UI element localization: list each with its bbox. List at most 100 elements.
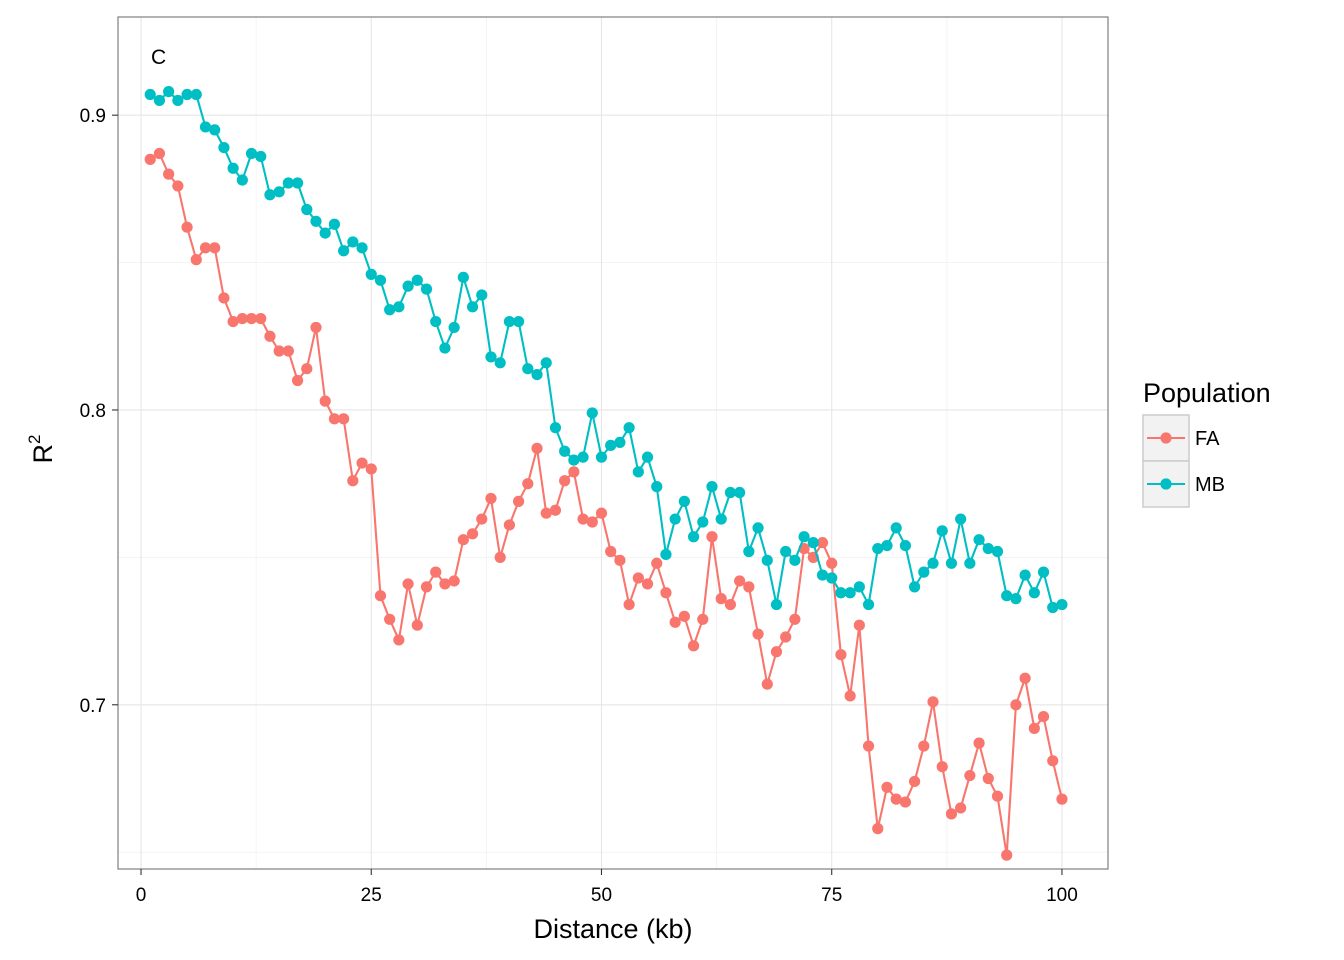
data-point-fa [964,769,976,782]
data-point-fa [1047,755,1059,767]
data-point-fa [513,495,525,507]
data-point-fa [402,578,414,590]
data-point-mb [973,534,985,546]
data-point-fa [945,808,958,820]
data-point-fa [743,581,755,593]
legend-label: MB [1195,474,1225,496]
data-point-fa [485,492,497,505]
data-point-mb [678,495,690,507]
data-point-mb [338,245,350,257]
legend-title: Population [1143,378,1271,408]
data-point-fa [374,590,387,602]
data-point-mb [356,242,368,254]
data-point-mb [853,581,865,593]
data-point-mb [1037,566,1050,578]
data-point-mb [1047,601,1059,614]
data-point-mb [687,531,700,543]
data-point-mb [531,369,543,381]
x-tick-label: 0 [136,885,147,906]
data-point-fa [862,740,875,752]
data-point-mb [301,203,313,216]
data-point-fa [559,475,571,487]
data-point-fa [632,572,644,584]
data-point-mb [513,315,525,328]
data-point-fa [457,534,469,546]
data-point-fa [199,242,212,254]
y-axis-title-base: R [28,444,58,464]
data-point-mb [328,218,341,230]
data-point-mb [227,162,239,174]
data-point-mb [255,150,267,163]
data-point-mb [595,451,608,463]
data-point-fa [365,463,377,475]
data-point-mb [365,268,377,280]
data-point-mb [1001,590,1013,602]
data-point-fa [789,613,801,625]
data-point-fa [853,619,865,631]
data-point-mb [457,271,469,283]
data-point-fa [641,578,654,590]
data-point-mb [402,280,414,292]
data-point-mb [1056,598,1068,611]
data-point-fa [466,528,479,540]
data-point-mb [282,177,294,189]
x-axis: 0 25 50 75 100 [136,869,1078,906]
series-line-fa [149,152,1063,857]
legend: Population FA MB [1142,378,1271,508]
data-point-fa [439,578,451,590]
data-point-mb [273,186,285,198]
data-point-mb [245,147,258,160]
data-point-mb [706,481,718,493]
data-point-mb [420,283,433,295]
data-point-fa [715,593,727,605]
data-point-mb [890,522,902,534]
data-point-mb [651,481,663,493]
data-point-mb [218,142,230,154]
data-point-mb [669,513,681,525]
data-point-fa [605,545,617,558]
data-point-fa [494,551,506,563]
data-point-fa [973,737,985,749]
data-point-fa [255,312,267,325]
data-point-fa [476,513,488,525]
data-point-mb [540,357,552,369]
data-point-mb [734,486,746,499]
data-point-mb [1028,587,1040,599]
plot-border [117,16,1109,870]
y-axis-title-superscript: 2 [25,435,44,444]
data-point-fa [826,557,838,569]
data-point-fa [568,466,580,478]
data-point-mb [844,587,856,599]
data-point-fa [531,442,543,454]
data-point-fa [835,649,847,661]
data-point-fa [522,478,534,490]
data-point-mb [918,566,930,578]
data-point-mb [319,227,331,239]
data-point-mb [503,315,515,328]
data-point-fa [347,475,359,487]
legend-key-point [1160,432,1172,444]
data-point-fa [181,221,193,233]
data-point-fa [899,796,912,808]
data-point-mb [945,557,958,569]
data-point-fa [430,566,442,578]
data-point-mb [632,466,644,478]
data-point-mb [964,557,976,569]
data-point-fa [540,507,552,519]
data-point-fa [1028,722,1040,734]
legend-entries: FA MB [1142,414,1225,508]
data-point-mb [347,236,359,248]
data-point-mb [549,422,562,434]
data-point-fa [991,790,1004,802]
data-point-mb [559,445,571,457]
data-point-fa [319,395,331,407]
data-point-fa [420,581,433,593]
y-axis-title: R2 [25,435,58,464]
data-point-fa [1019,672,1031,684]
data-point-mb [236,174,248,186]
data-point-fa [291,374,304,387]
data-point-mb [826,572,838,584]
data-point-mb [199,121,212,133]
data-point-fa [687,640,700,652]
